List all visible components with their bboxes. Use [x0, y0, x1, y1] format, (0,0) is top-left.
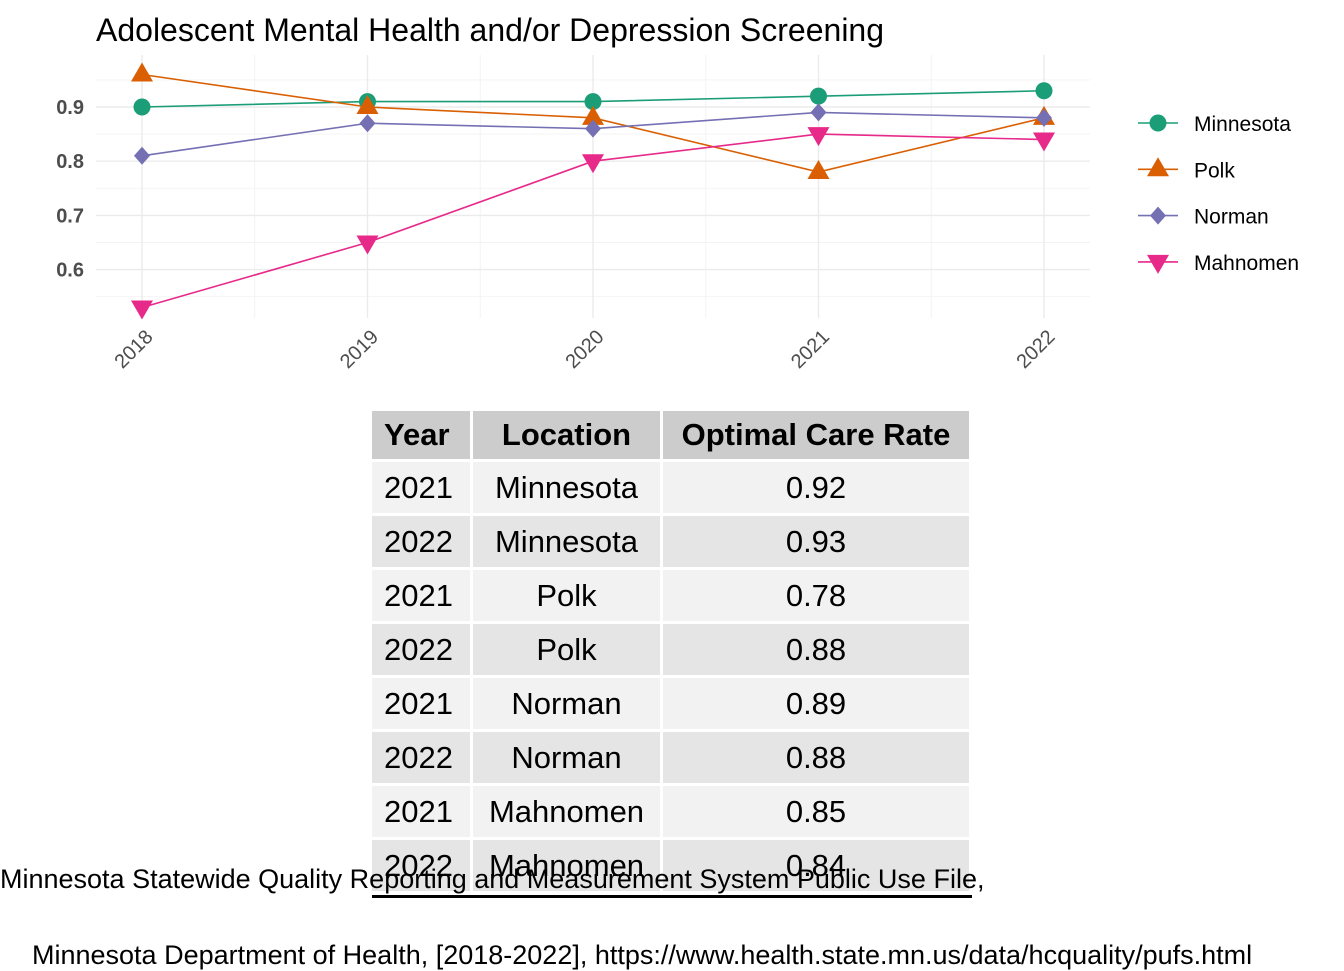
table-row: 2021 Polk 0.78	[372, 570, 969, 621]
data-point-minnesota	[584, 93, 602, 111]
line-chart: Adolescent Mental Health and/or Depressi…	[56, 12, 1299, 373]
cell-year: 2022	[372, 516, 470, 567]
source-caption-line-2: Minnesota Department of Health, [2018-20…	[32, 940, 1253, 970]
cell-rate: 0.88	[663, 732, 969, 783]
data-point-polk	[807, 160, 830, 180]
cell-rate: 0.84	[663, 840, 969, 891]
table-row: 2021 Mahnomen 0.85	[372, 786, 969, 837]
legend-label-polk: Polk	[1194, 159, 1235, 182]
data-point-minnesota	[810, 87, 827, 105]
table-header-row: Year Location Optimal Care Rate	[372, 411, 969, 459]
cell-location: Polk	[473, 570, 660, 621]
data-point-minnesota	[1035, 82, 1053, 100]
data-point-minnesota	[133, 98, 151, 116]
data-point-norman	[810, 103, 827, 122]
legend-label-norman: Norman	[1194, 206, 1269, 229]
table-row: 2022 Norman 0.88	[372, 732, 969, 783]
legend-label-mahnomen: Mahnomen	[1194, 252, 1299, 275]
cell-year: 2021	[372, 678, 470, 729]
data-point-polk	[582, 105, 604, 125]
header-optimal-care-rate: Optimal Care Rate	[663, 411, 969, 459]
cell-rate: 0.88	[663, 624, 969, 675]
cell-location: Norman	[473, 678, 660, 729]
y-tick-label: 0.6	[56, 260, 84, 282]
cell-rate: 0.92	[663, 462, 969, 513]
table-row: 2021 Minnesota 0.92	[372, 462, 969, 513]
y-tick-label: 0.7	[56, 205, 84, 227]
x-tick-label: 2021	[787, 326, 834, 373]
data-point-polk	[131, 62, 153, 82]
cell-year: 2021	[372, 570, 470, 621]
data-point-norman	[134, 146, 150, 165]
series-points	[131, 62, 1055, 320]
table-row: 2022 Mahnomen 0.84	[372, 840, 969, 891]
data-point-mahnomen	[582, 154, 604, 174]
header-year: Year	[372, 411, 470, 459]
x-axis-ticks: 2018 2019 2020 2021 2022	[111, 326, 1060, 373]
table-row: 2022 Polk 0.88	[372, 624, 969, 675]
legend-key-marker-mahnomen	[1147, 254, 1169, 274]
data-point-norman	[585, 119, 601, 138]
cell-rate: 0.85	[663, 786, 969, 837]
cell-year: 2022	[372, 840, 470, 891]
y-axis-ticks: 0.6 0.7 0.8 0.9	[56, 97, 84, 282]
data-point-mahnomen	[807, 127, 830, 147]
cell-location: Mahnomen	[473, 840, 660, 891]
y-tick-label: 0.8	[56, 151, 84, 173]
y-tick-label: 0.9	[56, 97, 84, 119]
data-point-mahnomen	[356, 235, 379, 255]
table-row: 2022 Minnesota 0.93	[372, 516, 969, 567]
cell-rate: 0.93	[663, 516, 969, 567]
cell-year: 2021	[372, 786, 470, 837]
legend-key-marker-polk	[1147, 157, 1169, 177]
x-tick-label: 2022	[1013, 326, 1060, 373]
legend-label-minnesota: Minnesota	[1194, 113, 1291, 136]
cell-year: 2022	[372, 624, 470, 675]
legend: Minnesota Polk Norman Mahnomen	[1138, 113, 1299, 275]
x-tick-label: 2019	[336, 326, 383, 373]
cell-year: 2021	[372, 462, 470, 513]
cell-year: 2022	[372, 732, 470, 783]
cell-location: Mahnomen	[473, 786, 660, 837]
legend-key-marker-norman	[1150, 206, 1166, 225]
cell-location: Polk	[473, 624, 660, 675]
data-point-mahnomen	[1033, 132, 1055, 152]
cell-rate: 0.78	[663, 570, 969, 621]
cell-location: Minnesota	[473, 462, 660, 513]
table-row: 2021 Norman 0.89	[372, 678, 969, 729]
data-point-mahnomen	[131, 300, 153, 320]
x-tick-label: 2020	[562, 326, 609, 373]
legend-key-marker-minnesota	[1149, 114, 1167, 132]
data-point-norman	[359, 114, 376, 133]
data-point-polk	[356, 95, 379, 114]
cell-location: Norman	[473, 732, 660, 783]
x-tick-label: 2018	[111, 326, 158, 373]
data-point-norman	[1036, 108, 1052, 127]
header-location: Location	[473, 411, 660, 459]
cell-location: Minnesota	[473, 516, 660, 567]
source-caption-line-1: Minnesota Statewide Quality Reporting an…	[0, 864, 985, 894]
cell-rate: 0.89	[663, 678, 969, 729]
chart-title: Adolescent Mental Health and/or Depressi…	[96, 12, 884, 48]
table-bottom-rule	[372, 895, 972, 898]
data-table: Year Location Optimal Care Rate 2021 Min…	[369, 408, 972, 894]
